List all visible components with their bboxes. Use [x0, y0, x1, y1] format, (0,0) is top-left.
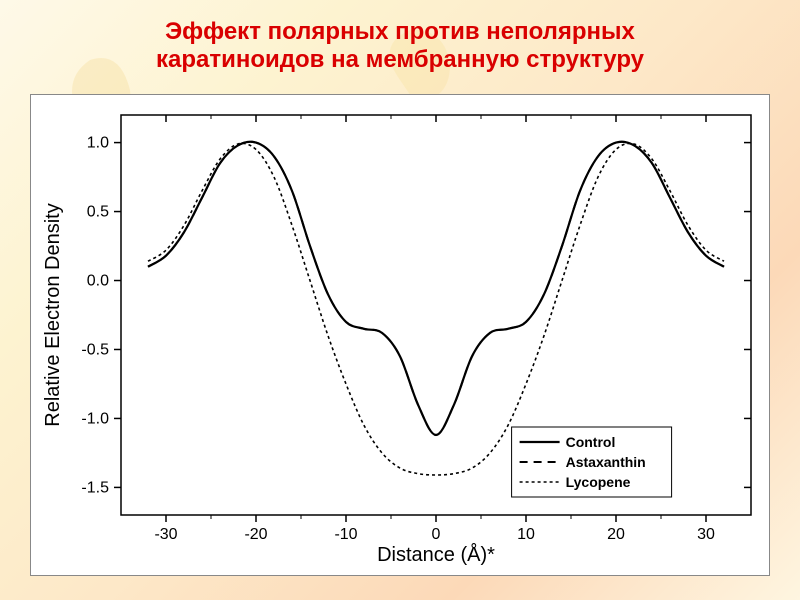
- x-tick-label: 30: [697, 526, 715, 543]
- x-tick-label: -20: [244, 526, 267, 543]
- y-tick-label: -1.0: [81, 410, 109, 427]
- x-tick-label: 20: [607, 526, 625, 543]
- x-tick-label: 0: [432, 526, 441, 543]
- x-axis-label: Distance (Å)*: [377, 543, 495, 566]
- y-tick-label: -0.5: [81, 341, 109, 358]
- y-axis-label: Relative Electron Density: [42, 203, 64, 426]
- y-tick-label: -1.5: [81, 479, 109, 496]
- legend-item: Lycopene: [566, 474, 631, 490]
- title-line-1: Эффект полярных против неполярных: [40, 18, 760, 46]
- x-tick-label: -30: [154, 526, 177, 543]
- legend-item: Control: [566, 434, 616, 450]
- legend-item: Astaxanthin: [566, 454, 646, 470]
- y-tick-label: 1.0: [87, 135, 109, 152]
- chart-container: -30 -20 -10 0 10 20 30 -1.5 -1.0 -0.5 0.0 0.5 1.0 Dis…: [30, 94, 770, 576]
- page-title: Эффект полярных против неполярных карати…: [0, 0, 800, 84]
- y-tick-label: 0.5: [87, 204, 109, 221]
- y-tick-label: 0.0: [87, 273, 109, 290]
- x-tick-label: -10: [334, 526, 357, 543]
- electron-density-chart: -30 -20 -10 0 10 20 30 -1.5 -1.0 -0.5 0.0 0.5 1.0 Dis…: [31, 95, 771, 575]
- x-tick-label: 10: [517, 526, 535, 543]
- title-line-2: каратиноидов на мембранную структуру: [40, 46, 760, 74]
